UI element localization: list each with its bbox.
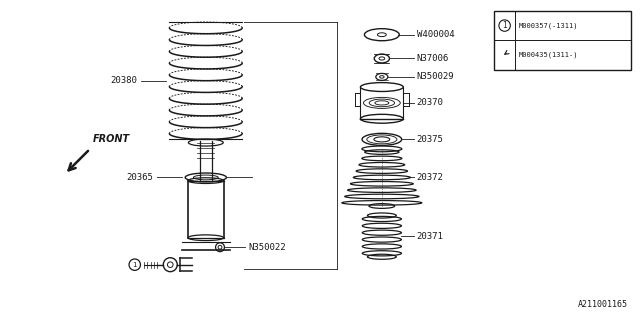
Text: 20365: 20365 bbox=[127, 173, 154, 182]
Text: W400004: W400004 bbox=[417, 30, 454, 39]
Text: M000357(-1311): M000357(-1311) bbox=[518, 22, 578, 29]
Text: 20380: 20380 bbox=[111, 76, 138, 85]
Text: 20375: 20375 bbox=[417, 135, 444, 144]
Text: 20372: 20372 bbox=[417, 173, 444, 182]
Text: 20370: 20370 bbox=[417, 99, 444, 108]
Text: N37006: N37006 bbox=[417, 54, 449, 63]
Text: N350029: N350029 bbox=[417, 72, 454, 81]
Text: N350022: N350022 bbox=[248, 243, 286, 252]
Text: 20371: 20371 bbox=[417, 232, 444, 241]
Text: 1: 1 bbox=[502, 21, 507, 30]
Text: A211001165: A211001165 bbox=[578, 300, 628, 309]
Text: M000435(1311-): M000435(1311-) bbox=[518, 52, 578, 58]
Text: FRONT: FRONT bbox=[93, 134, 131, 144]
Text: 1: 1 bbox=[132, 262, 137, 268]
Bar bbox=[495, 11, 631, 69]
